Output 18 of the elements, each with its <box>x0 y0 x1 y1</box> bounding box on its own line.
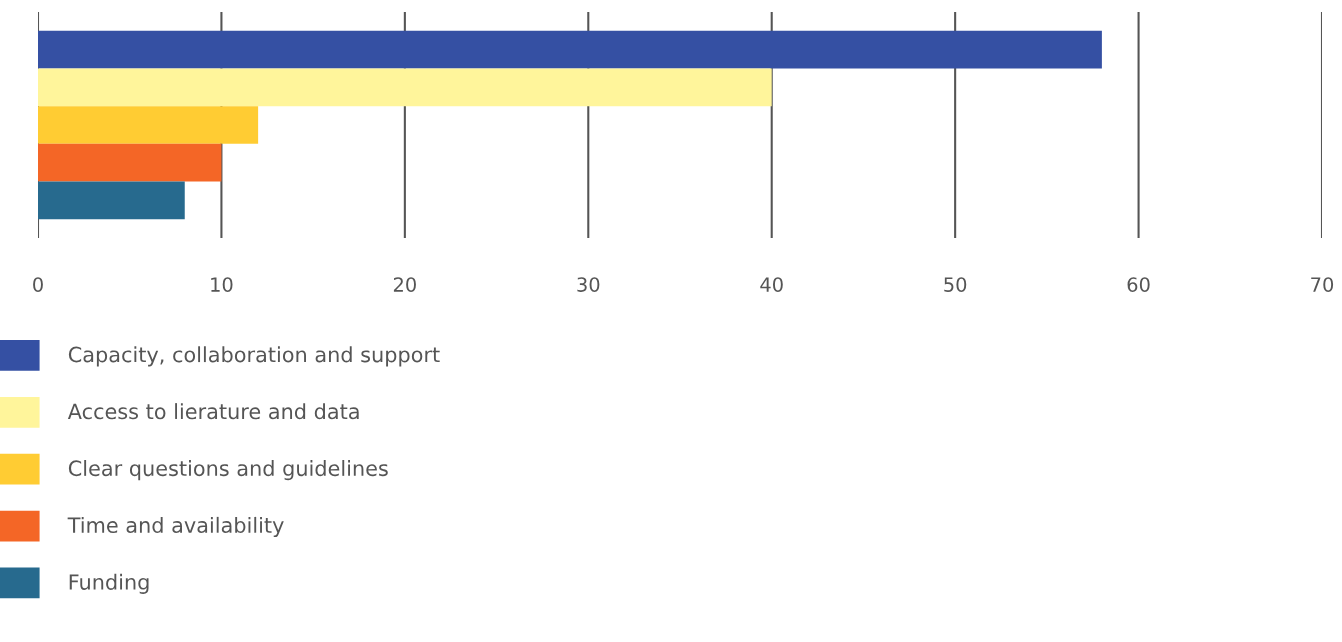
x-tick-label: 10 <box>211 277 233 292</box>
x-tick-label: 60 <box>1127 277 1150 292</box>
x-tick-label: 50 <box>944 277 967 292</box>
legend-label: Access to lierature and data <box>67 403 359 420</box>
x-tick-label: 70 <box>1311 277 1334 292</box>
legend-label: Capacity, collaboration and support <box>68 346 440 367</box>
legend-label: Funding <box>69 573 149 594</box>
legend-label: Time and availability <box>67 516 284 538</box>
bar <box>38 30 1102 69</box>
legend-label: Clear questions and guidelines <box>68 460 388 481</box>
x-tick-label: 0 <box>33 277 43 292</box>
bar <box>38 181 185 220</box>
x-tick-label: 40 <box>760 277 783 292</box>
bar <box>38 68 772 107</box>
bar <box>38 106 259 144</box>
bar <box>38 143 222 182</box>
x-tick-label: 20 <box>393 277 416 292</box>
x-tick-label: 30 <box>577 277 600 292</box>
